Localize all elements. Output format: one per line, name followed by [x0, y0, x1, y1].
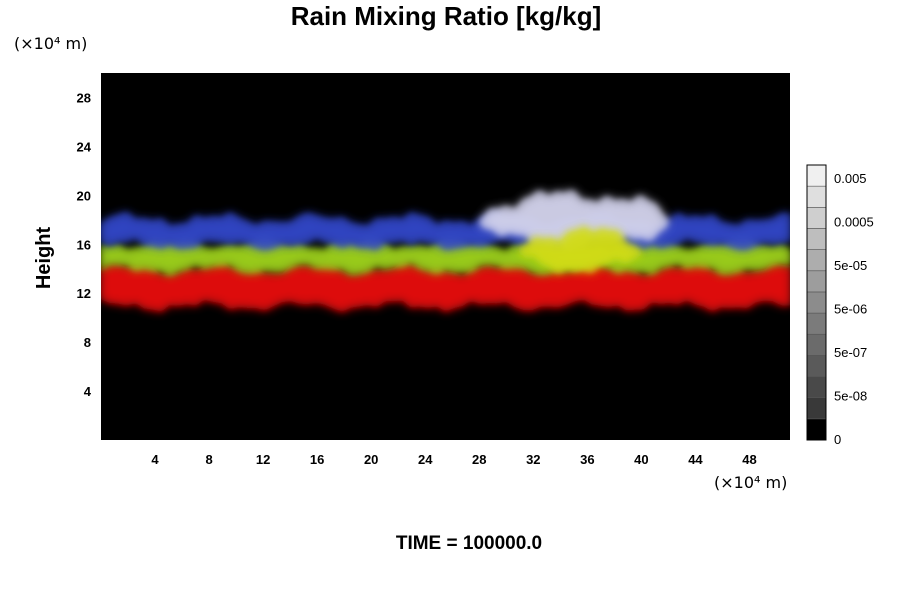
field-layer-core	[519, 227, 642, 274]
x-tick-label: 20	[364, 452, 378, 467]
x-tick-label: 44	[688, 452, 703, 467]
colorbar-swatch	[806, 376, 827, 398]
colorbar-swatch	[806, 312, 827, 335]
colorbar-label: 5e-05	[834, 258, 867, 273]
y-tick-label: 24	[77, 139, 92, 154]
colorbar-swatch	[806, 164, 827, 187]
field-layer-core	[479, 190, 669, 250]
y-axis-unit: (×10⁴ m)	[14, 34, 87, 53]
colorbar-swatch	[806, 249, 827, 272]
colorbar-frame	[806, 164, 827, 441]
time-label: TIME = 100000.0	[396, 533, 542, 554]
x-tick-label: 12	[256, 452, 270, 467]
y-tick-label: 4	[84, 384, 92, 399]
y-axis-ticks: 4 8 12 16 20 24 28	[77, 90, 92, 399]
y-axis-label: Height	[33, 227, 55, 290]
colorbar-swatch	[806, 397, 827, 420]
colorbar-labels: 0.005 0.0005 5e-05 5e-06 5e-07 5e-08 0	[834, 171, 874, 447]
x-tick-label: 40	[634, 452, 648, 467]
colorbar-swatch	[806, 418, 827, 441]
y-tick-label: 12	[77, 286, 91, 301]
colorbar-swatch	[806, 333, 827, 356]
x-axis-unit: (×10⁴ m)	[714, 473, 787, 492]
colorbar-swatch	[806, 207, 827, 229]
x-tick-label: 28	[472, 452, 486, 467]
chart-title: Rain Mixing Ratio [kg/kg]	[291, 1, 602, 31]
field-layer-core	[101, 212, 790, 251]
x-tick-label: 36	[580, 452, 594, 467]
colorbar-swatch	[806, 185, 827, 208]
x-tick-label: 16	[310, 452, 324, 467]
y-tick-label: 16	[77, 237, 91, 252]
colorbar-label: 0.0005	[834, 215, 874, 230]
colorbar-swatch	[806, 270, 827, 293]
y-tick-label: 20	[77, 188, 91, 203]
y-tick-label: 8	[84, 335, 91, 350]
colorbar-label: 0	[834, 432, 841, 447]
x-tick-label: 4	[151, 452, 159, 467]
colorbar-label: 5e-06	[834, 302, 867, 317]
colorbar-label: 0.005	[834, 171, 867, 186]
colorbar-swatch	[806, 228, 827, 250]
x-tick-label: 8	[205, 452, 212, 467]
colorbar	[806, 164, 827, 441]
colorbar-label: 5e-08	[834, 389, 867, 404]
rain-field	[101, 190, 790, 312]
field-layer-core	[101, 260, 790, 312]
x-tick-label: 24	[418, 452, 433, 467]
colorbar-label: 5e-07	[834, 345, 867, 360]
colorbar-swatch	[806, 291, 827, 314]
y-tick-label: 28	[77, 90, 91, 105]
x-tick-label: 48	[742, 452, 756, 467]
x-axis-ticks: 4 8 12 16 20 24 28 32 36 40 44 48	[151, 452, 756, 467]
x-tick-label: 32	[526, 452, 540, 467]
colorbar-swatch	[806, 355, 827, 377]
